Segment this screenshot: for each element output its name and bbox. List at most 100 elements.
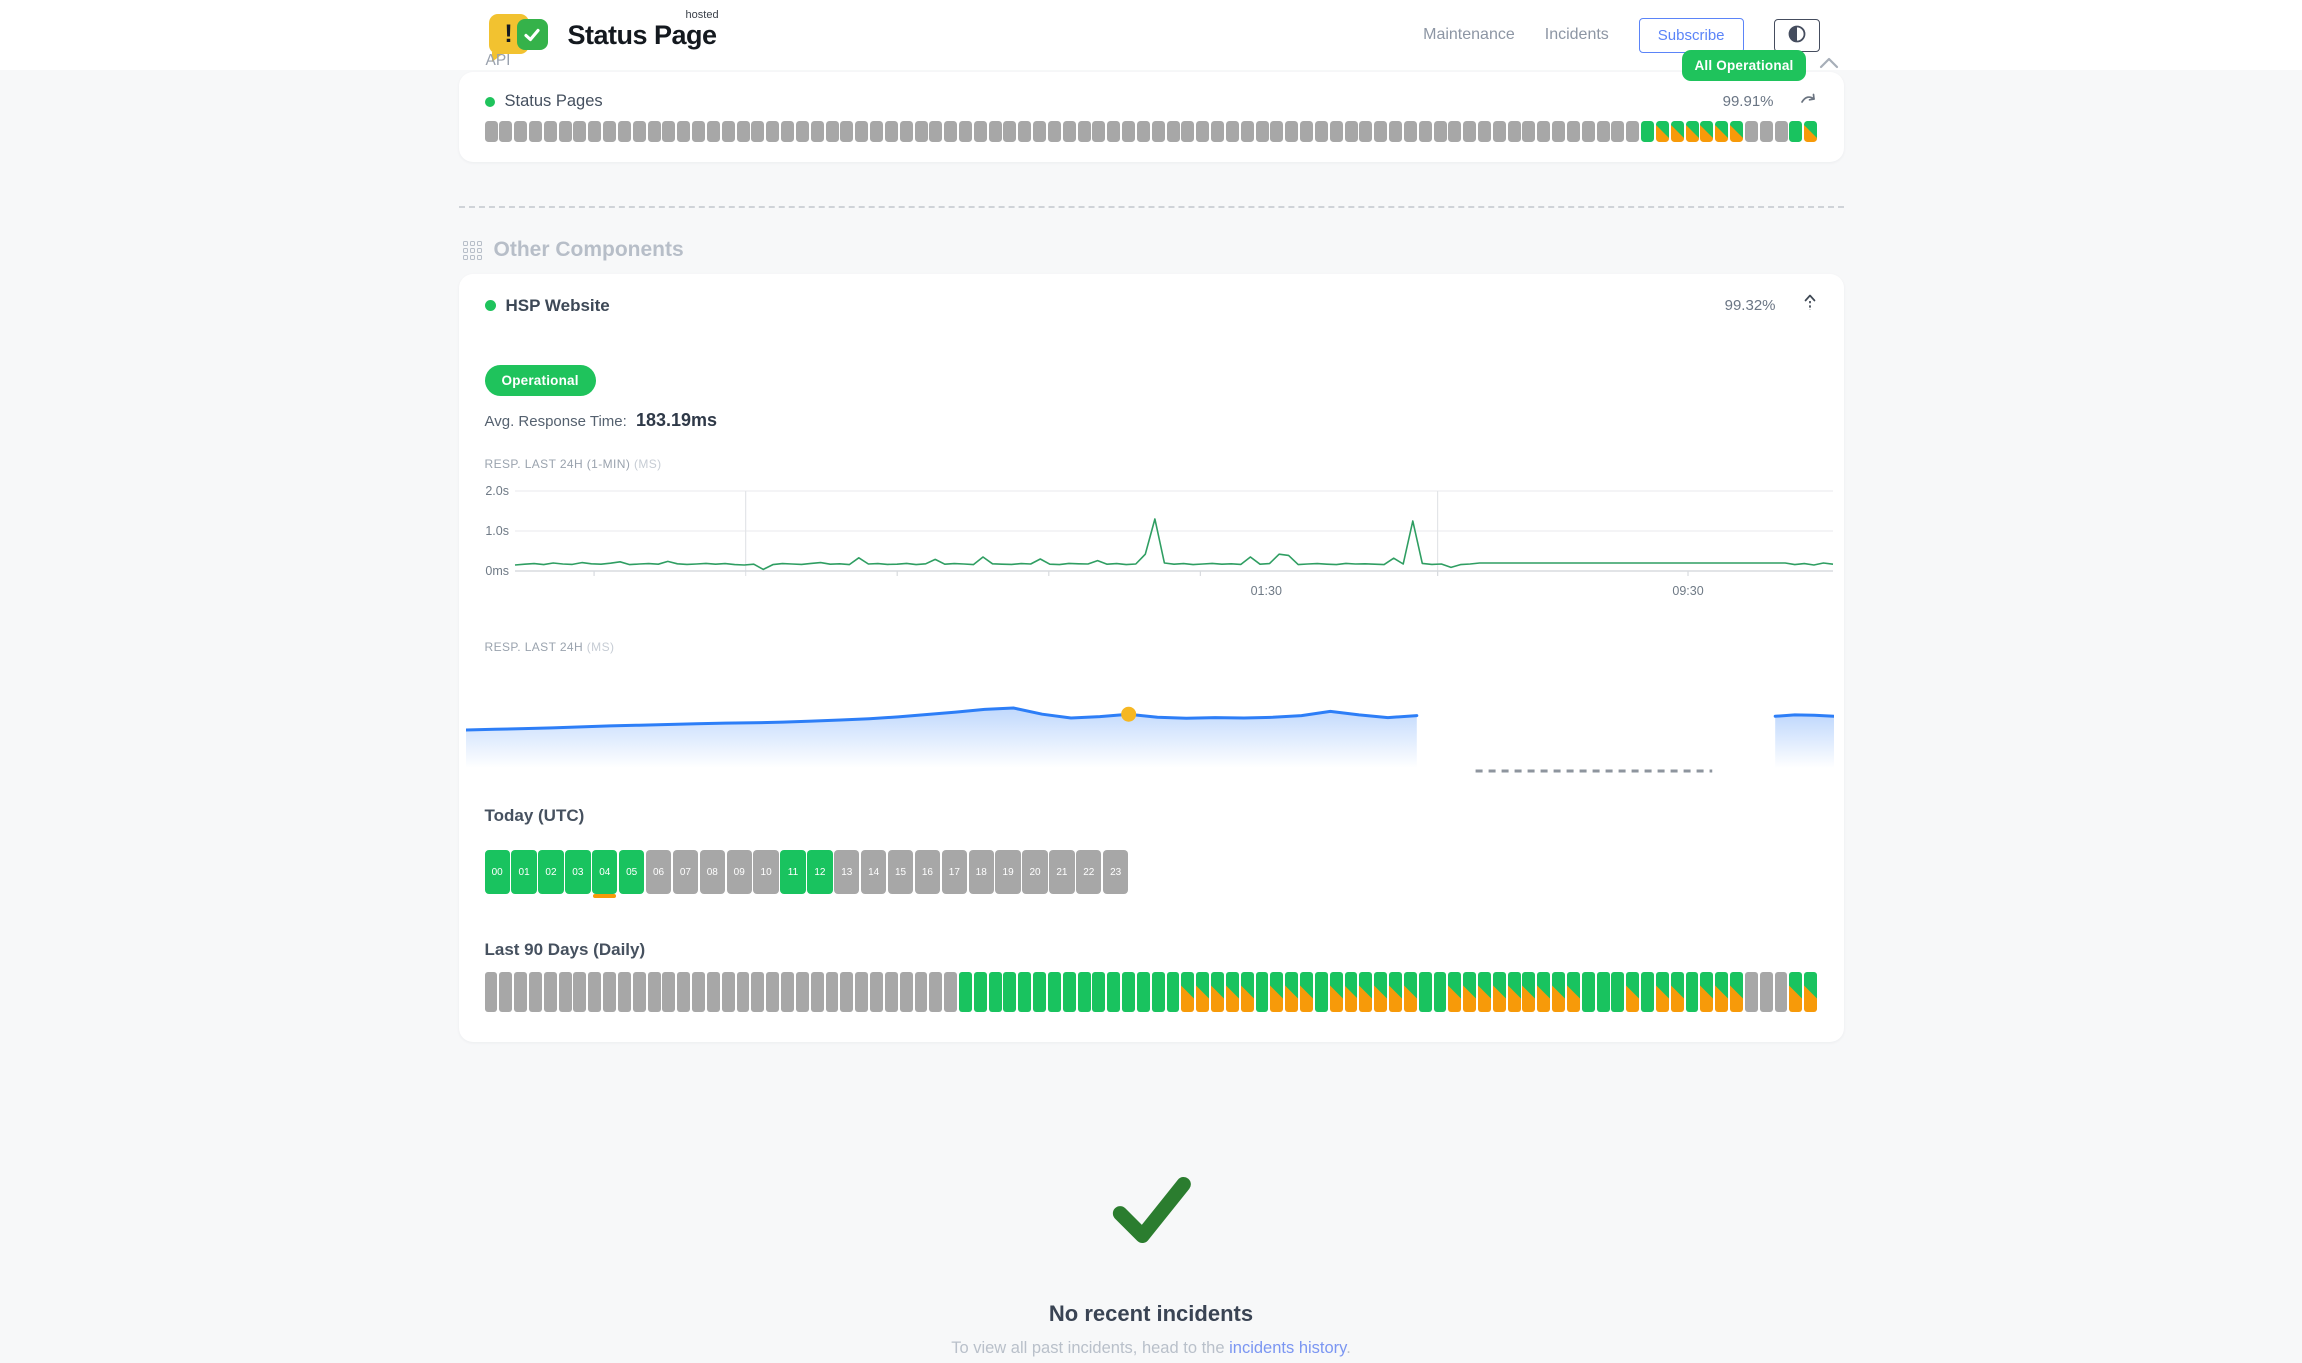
uptime-bar[interactable] [1314,121,1328,142]
uptime-bar[interactable] [662,121,676,142]
uptime-bar[interactable] [1477,121,1491,142]
last90-bars-row[interactable] [484,972,1818,1012]
uptime-bar[interactable] [499,121,513,142]
uptime-bars-row[interactable] [484,121,1818,142]
uptime-bar[interactable] [1166,972,1180,1012]
hour-cell-20[interactable]: 20 [1022,850,1048,894]
uptime-bar[interactable] [1344,972,1358,1012]
uptime-bar[interactable] [484,972,498,1012]
uptime-bar[interactable] [1314,972,1328,1012]
uptime-bar[interactable] [677,121,691,142]
response-area-chart[interactable] [464,668,1835,788]
uptime-bar[interactable] [1122,972,1135,1012]
hour-cell-19[interactable]: 19 [995,850,1021,894]
uptime-bar[interactable] [721,972,735,1012]
uptime-bar[interactable] [855,972,869,1012]
uptime-bar[interactable] [1033,972,1047,1012]
uptime-bar[interactable] [1730,121,1744,142]
uptime-bar[interactable] [766,121,780,142]
uptime-bar[interactable] [1374,972,1388,1012]
uptime-bar[interactable] [573,121,587,142]
hour-cell-09[interactable]: 09 [726,850,752,894]
uptime-bar[interactable] [1581,121,1595,142]
uptime-bar[interactable] [1670,121,1684,142]
uptime-bar[interactable] [1492,972,1506,1012]
uptime-bar[interactable] [1403,972,1417,1012]
uptime-bar[interactable] [840,121,854,142]
uptime-bar[interactable] [1300,972,1313,1012]
hour-cell-02[interactable]: 02 [538,850,564,894]
uptime-bar[interactable] [1804,121,1818,142]
uptime-bar[interactable] [647,972,661,1012]
uptime-bar[interactable] [573,972,587,1012]
uptime-bar[interactable] [795,121,809,142]
uptime-bar[interactable] [528,972,542,1012]
uptime-bar[interactable] [692,121,706,142]
uptime-bar[interactable] [1626,121,1640,142]
uptime-bar[interactable] [1033,121,1047,142]
uptime-bar[interactable] [929,972,943,1012]
uptime-bar[interactable] [1196,121,1210,142]
hour-cell-18[interactable]: 18 [968,850,994,894]
uptime-bar[interactable] [1270,972,1284,1012]
uptime-bar[interactable] [543,972,557,1012]
uptime-bar[interactable] [884,121,898,142]
uptime-bar[interactable] [810,121,824,142]
uptime-bar[interactable] [1685,121,1699,142]
uptime-bar[interactable] [1641,972,1654,1012]
uptime-bar[interactable] [736,121,750,142]
uptime-bar[interactable] [781,121,795,142]
uptime-bar[interactable] [1122,121,1136,142]
uptime-bar[interactable] [1136,972,1150,1012]
uptime-bar[interactable] [944,972,958,1012]
uptime-bar[interactable] [514,972,528,1012]
uptime-bar[interactable] [603,972,617,1012]
hour-cell-14[interactable]: 14 [860,850,887,894]
refresh-icon[interactable] [1800,92,1818,111]
arrow-up-icon[interactable] [1802,294,1818,317]
uptime-bar[interactable] [1774,121,1788,142]
uptime-bar[interactable] [1463,972,1477,1012]
uptime-bar[interactable] [1581,972,1595,1012]
uptime-bar[interactable] [1285,972,1299,1012]
uptime-bar[interactable] [1759,972,1773,1012]
uptime-bar[interactable] [1433,972,1447,1012]
incidents-history-link[interactable]: incidents history [1229,1339,1347,1357]
hour-cell-22[interactable]: 22 [1076,850,1102,894]
uptime-bar[interactable] [1151,972,1165,1012]
uptime-bar[interactable] [632,972,646,1012]
uptime-bar[interactable] [1047,121,1061,142]
logo[interactable]: ! hosted Status Page [488,9,719,62]
uptime-bar[interactable] [1685,972,1699,1012]
uptime-bar[interactable] [1537,972,1551,1012]
uptime-bar[interactable] [1418,972,1432,1012]
uptime-bar[interactable] [617,121,631,142]
uptime-bar[interactable] [1566,121,1580,142]
uptime-bar[interactable] [1329,972,1343,1012]
uptime-bar[interactable] [1789,972,1803,1012]
uptime-bar[interactable] [706,121,720,142]
nav-maintenance[interactable]: Maintenance [1423,26,1515,43]
uptime-bar[interactable] [1211,121,1225,142]
uptime-bar[interactable] [1403,121,1417,142]
uptime-bar[interactable] [1136,121,1150,142]
uptime-bar[interactable] [795,972,809,1012]
hour-cell-01[interactable]: 01 [511,850,537,894]
uptime-bar[interactable] [1492,121,1506,142]
uptime-bar[interactable] [1655,121,1669,142]
uptime-bar[interactable] [1151,121,1165,142]
uptime-bar[interactable] [1552,972,1566,1012]
uptime-bar[interactable] [1018,121,1032,142]
uptime-bar[interactable] [1537,121,1551,142]
uptime-bar[interactable] [1374,121,1388,142]
hour-cell-06[interactable]: 06 [645,850,672,894]
uptime-bar[interactable] [1181,972,1195,1012]
uptime-bar[interactable] [944,121,958,142]
hour-cell-11[interactable]: 11 [780,850,806,894]
uptime-bar[interactable] [1181,121,1195,142]
uptime-bar[interactable] [1359,121,1373,142]
uptime-bar[interactable] [1477,972,1491,1012]
uptime-bar[interactable] [1092,121,1106,142]
uptime-bar[interactable] [1744,972,1758,1012]
uptime-bar[interactable] [499,972,513,1012]
